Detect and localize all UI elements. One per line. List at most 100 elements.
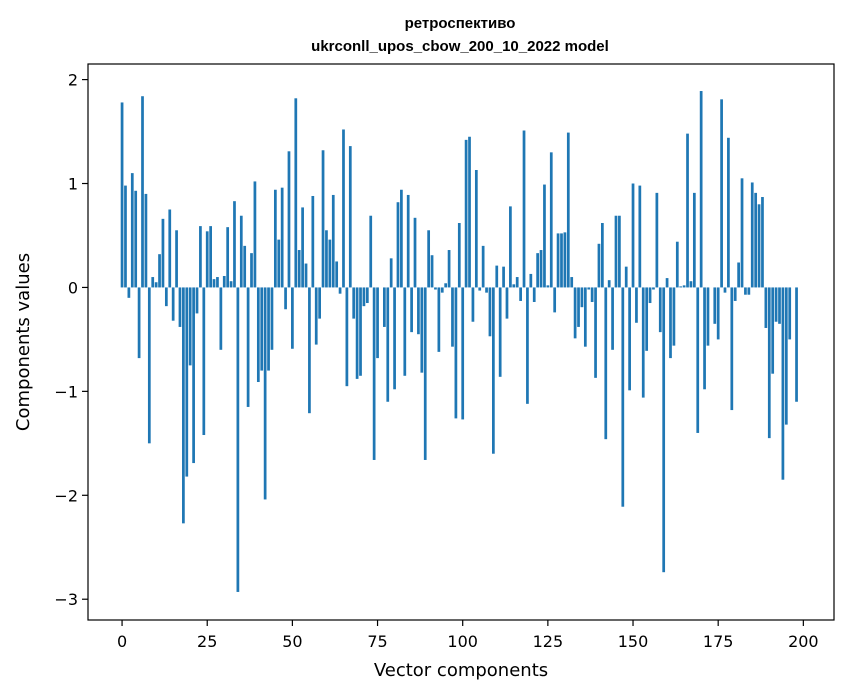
bar-component-96 (447, 250, 451, 288)
bar-component-185 (750, 182, 754, 288)
bar-component-11 (158, 254, 161, 288)
bar-component-134 (577, 287, 580, 327)
bar-component-160 (665, 278, 669, 288)
bar-component-20 (188, 287, 192, 366)
bar-component-23 (199, 226, 202, 288)
bar-component-44 (270, 287, 274, 350)
bar-component-36 (243, 245, 247, 288)
bar-component-78 (386, 287, 390, 402)
bar-component-80 (393, 287, 396, 390)
bar-component-170 (699, 91, 703, 288)
bar-component-88 (420, 287, 424, 373)
y-tick-label: −1 (54, 382, 78, 401)
bar-component-58 (318, 287, 321, 319)
bar-component-4 (134, 190, 138, 288)
y-tick-label: 0 (68, 278, 78, 297)
bar-component-184 (747, 287, 751, 295)
bar-component-145 (614, 215, 618, 288)
bar-component-77 (382, 287, 386, 327)
bar-component-189 (764, 287, 768, 328)
bar-component-120 (529, 273, 533, 288)
bar-component-187 (757, 204, 761, 288)
bar-component-86 (413, 217, 417, 288)
bar-component-174 (713, 287, 717, 324)
bar-component-153 (641, 287, 645, 398)
bar-component-129 (560, 233, 563, 288)
bar-component-172 (706, 287, 710, 346)
x-axis-label: Vector components (374, 660, 548, 681)
bar-component-53 (301, 207, 304, 288)
bar-component-158 (658, 287, 662, 333)
bar-component-90 (427, 230, 431, 288)
bar-component-194 (781, 287, 785, 480)
bar-component-104 (474, 170, 478, 288)
bar-component-15 (171, 287, 175, 321)
bar-component-149 (628, 287, 631, 391)
bar-component-188 (761, 197, 764, 288)
bar-component-52 (297, 250, 301, 288)
bar-component-64 (338, 287, 342, 294)
bar-component-101 (464, 139, 468, 288)
bar-component-179 (730, 287, 734, 411)
bar-component-108 (488, 287, 492, 337)
bar-component-142 (604, 287, 608, 440)
y-tick-label: −3 (54, 590, 78, 609)
bar-component-112 (502, 266, 505, 288)
bar-component-135 (580, 287, 584, 308)
bar-component-132 (570, 277, 574, 288)
bar-component-19 (185, 287, 189, 477)
x-tick-label: 75 (367, 632, 387, 651)
x-tick-label: 150 (618, 632, 649, 651)
bar-component-155 (648, 287, 652, 304)
bar-component-39 (253, 181, 257, 288)
bar-component-157 (655, 192, 659, 288)
bar-component-14 (168, 209, 172, 288)
bar-component-193 (778, 287, 781, 324)
bar-component-71 (362, 287, 366, 307)
bar-component-61 (328, 239, 332, 288)
bar-component-1 (124, 185, 127, 288)
bar-component-79 (389, 258, 393, 288)
x-tick-label: 200 (788, 632, 819, 651)
bar-component-83 (403, 287, 407, 376)
bar-component-110 (495, 265, 499, 288)
bar-component-138 (590, 287, 594, 302)
bar-component-54 (304, 263, 308, 288)
bar-component-24 (202, 287, 206, 436)
bar-component-136 (583, 287, 587, 347)
bar-component-131 (566, 132, 570, 288)
bar-component-87 (417, 287, 420, 335)
bar-component-97 (451, 287, 454, 347)
bar-component-92 (434, 287, 437, 290)
bar-component-105 (478, 287, 482, 291)
bar-component-128 (556, 233, 560, 288)
bar-component-3 (130, 173, 134, 288)
bar-component-167 (689, 281, 693, 288)
bar-component-16 (175, 230, 178, 288)
bar-series (120, 91, 798, 592)
bar-component-63 (335, 261, 339, 288)
bar-component-5 (137, 287, 141, 359)
bar-component-175 (716, 287, 720, 340)
bar-component-198 (795, 287, 798, 402)
bar-component-148 (624, 266, 628, 288)
bar-component-10 (154, 282, 158, 288)
bar-component-168 (692, 192, 696, 288)
bar-component-98 (454, 287, 458, 419)
x-axis: 0 25 50 75 100 125 150 175 200 (117, 620, 819, 651)
bar-component-72 (365, 287, 369, 304)
bar-component-143 (607, 280, 611, 288)
bar-component-84 (406, 194, 410, 288)
bar-component-82 (400, 189, 403, 288)
bar-component-163 (675, 241, 679, 288)
bar-component-91 (430, 255, 434, 288)
bar-component-99 (457, 223, 461, 288)
bar-component-176 (720, 99, 723, 288)
bar-component-150 (631, 183, 635, 288)
bar-component-166 (686, 133, 689, 288)
bar-component-114 (509, 206, 512, 288)
bar-component-123 (539, 250, 543, 288)
bar-component-2 (127, 287, 131, 298)
